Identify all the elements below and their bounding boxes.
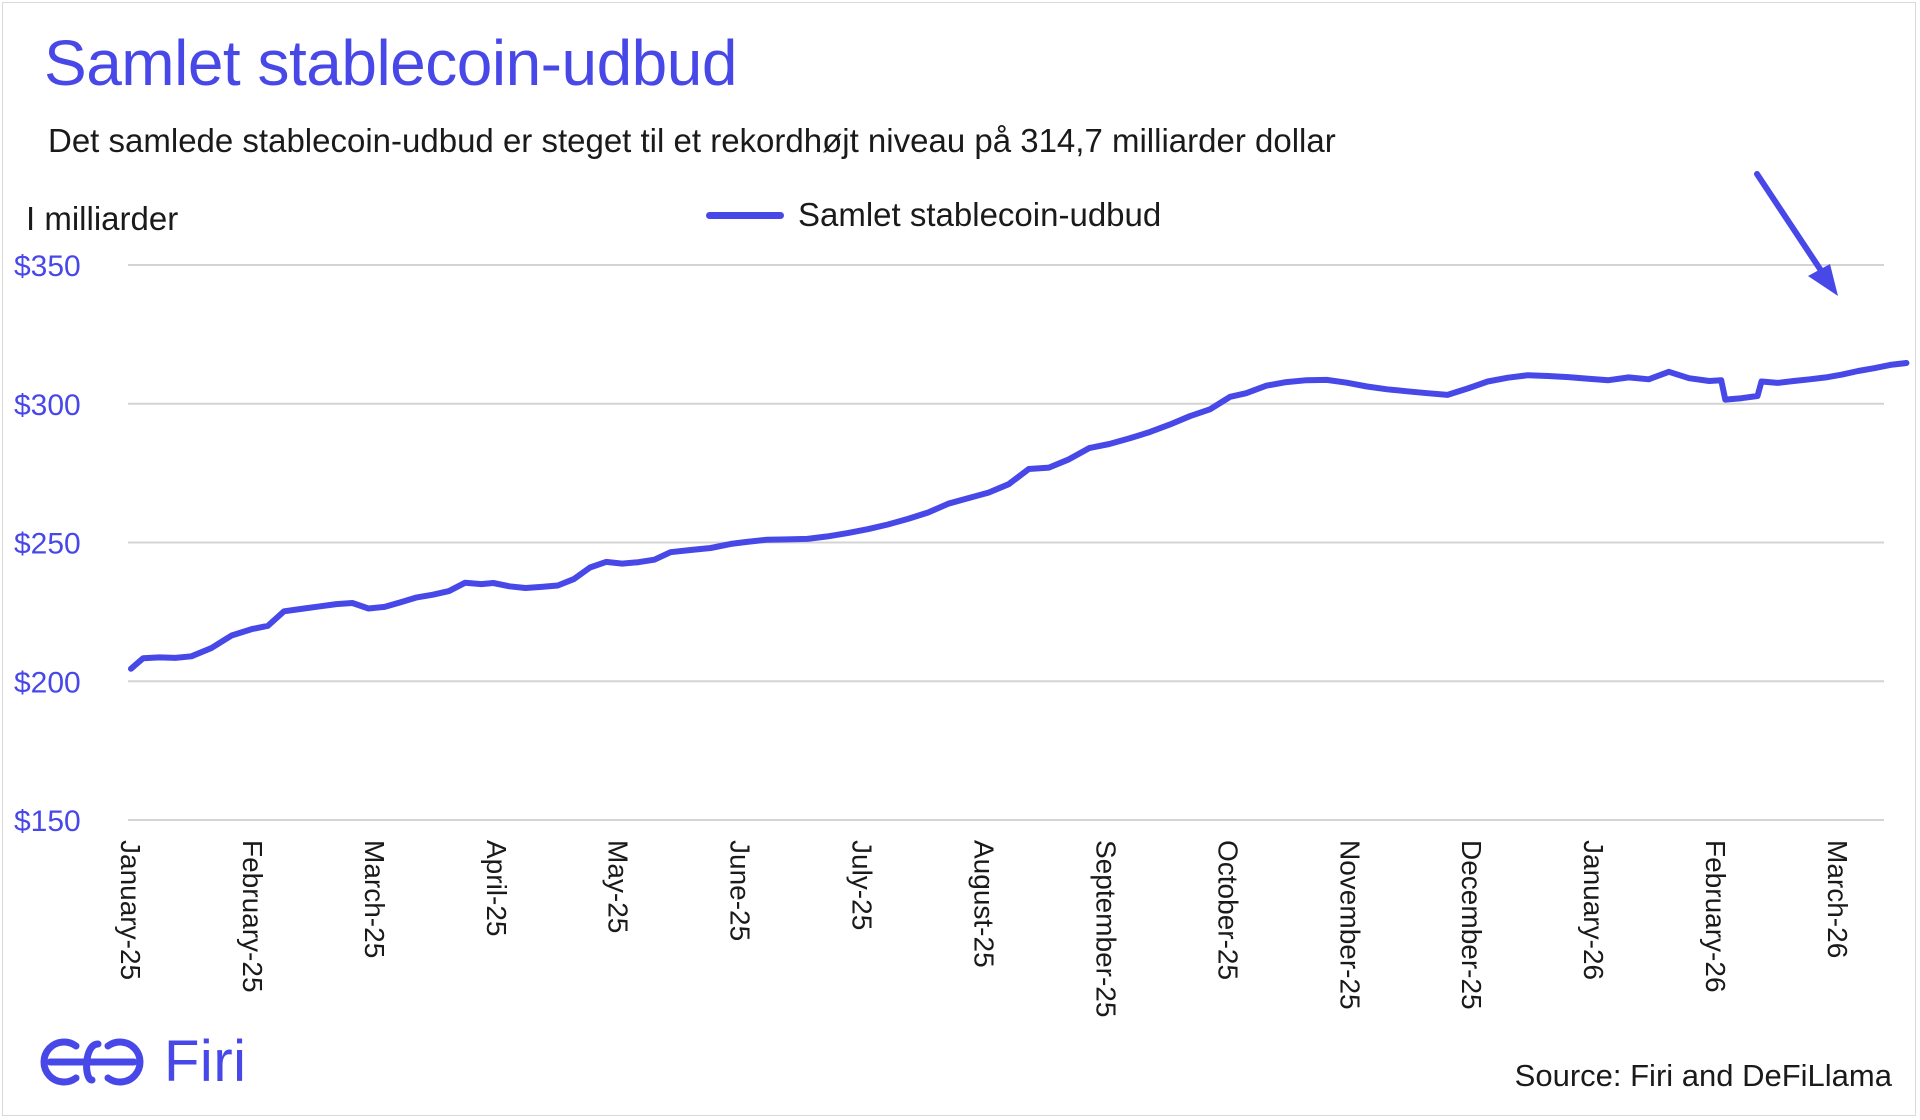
firi-logo: Firi bbox=[36, 1028, 247, 1095]
x-tick-label: June-25 bbox=[725, 840, 756, 941]
y-tick-label: $150 bbox=[14, 805, 81, 838]
x-tick-label: March-26 bbox=[1822, 840, 1853, 958]
x-tick-label: January-25 bbox=[115, 840, 146, 980]
y-tick-label: $350 bbox=[14, 250, 81, 283]
x-tick-label: May-25 bbox=[603, 840, 634, 933]
legend: Samlet stablecoin-udbud bbox=[706, 196, 1161, 234]
chart-subtitle: Det samlede stablecoin-udbud er steget t… bbox=[48, 122, 1336, 159]
y-axis-ticks: $350 $300 $250 $200 $150 bbox=[14, 250, 81, 838]
x-tick-label: November-25 bbox=[1334, 840, 1365, 1010]
x-tick-label: April-25 bbox=[481, 840, 512, 936]
firi-logo-icon bbox=[40, 1038, 144, 1085]
series-line bbox=[128, 360, 1910, 672]
y-tick-label: $300 bbox=[14, 389, 81, 422]
y-axis-label: I milliarder bbox=[26, 200, 179, 237]
x-tick-label: August-25 bbox=[969, 840, 1000, 968]
x-tick-label: October-25 bbox=[1212, 840, 1243, 980]
legend-swatch bbox=[706, 211, 784, 219]
x-tick-label: December-25 bbox=[1456, 840, 1487, 1010]
legend-label: Samlet stablecoin-udbud bbox=[798, 196, 1162, 233]
annotation-arrow-shaft bbox=[1754, 171, 1825, 275]
source-note: Source: Firi and DeFiLlama bbox=[1514, 1058, 1892, 1093]
x-tick-label: July-25 bbox=[847, 840, 878, 930]
y-tick-label: $200 bbox=[14, 666, 81, 699]
logo-text: Firi bbox=[164, 1029, 247, 1094]
y-tick-label: $250 bbox=[14, 528, 81, 561]
x-tick-label: September-25 bbox=[1090, 840, 1121, 1017]
x-tick-label: February-26 bbox=[1700, 840, 1731, 993]
x-tick-label: January-26 bbox=[1578, 840, 1609, 980]
x-tick-label: February-25 bbox=[237, 840, 268, 993]
gridlines bbox=[128, 264, 1884, 821]
annotation bbox=[1754, 171, 1838, 296]
annotation-arrow-head bbox=[1808, 264, 1838, 296]
chart-title: Samlet stablecoin-udbud bbox=[44, 27, 737, 99]
x-tick-label: March-25 bbox=[359, 840, 390, 958]
x-axis-ticks: January-25 February-25 March-25 April-25 May… bbox=[115, 840, 1853, 1017]
series-lines bbox=[128, 360, 1910, 672]
